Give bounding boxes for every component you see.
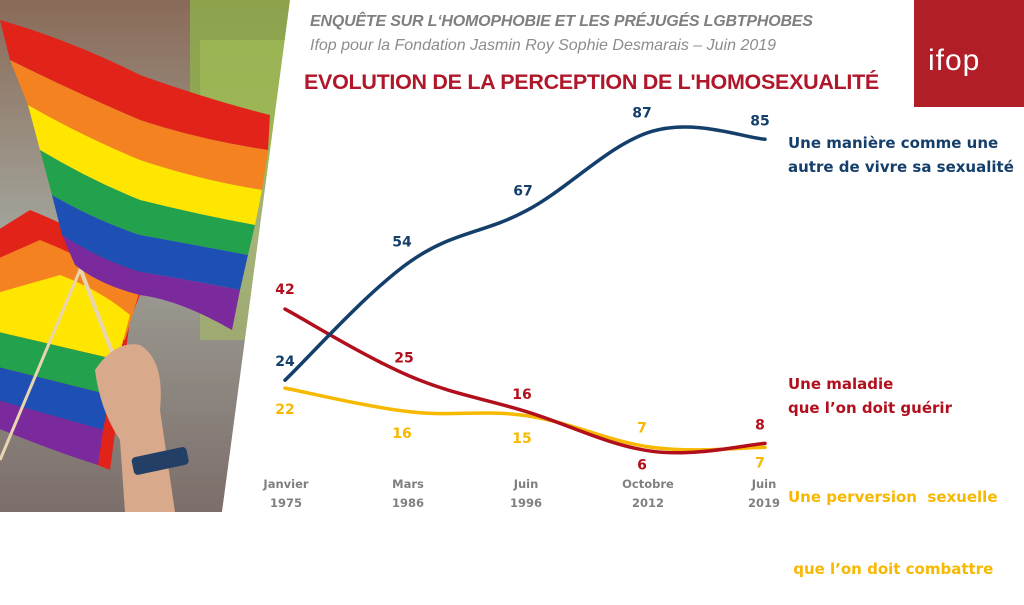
logo-text: ifop bbox=[928, 44, 981, 77]
data-label: 16 bbox=[392, 426, 411, 442]
data-label: 87 bbox=[632, 105, 651, 121]
x-tick-month: Juin bbox=[751, 477, 777, 491]
series-line-2 bbox=[283, 307, 767, 455]
x-tick-month: Octobre bbox=[622, 477, 674, 491]
legend-series-3: Une perversion sexuelle que l’on doit co… bbox=[788, 437, 998, 605]
chart-title: EVOLUTION DE LA PERCEPTION DE L'HOMOSEXU… bbox=[304, 70, 879, 94]
series-line-1 bbox=[283, 125, 767, 382]
legend-line: que l’on doit combattre bbox=[788, 560, 994, 578]
x-tick-year: 1996 bbox=[510, 496, 542, 510]
front-flag bbox=[0, 20, 270, 330]
data-label: 67 bbox=[513, 183, 532, 199]
data-label: 85 bbox=[750, 113, 769, 129]
survey-title: ENQUÊTE SUR L‘HOMOPHOBIE ET LES PRÉJUGÉS… bbox=[310, 13, 813, 30]
data-label: 8 bbox=[755, 417, 765, 433]
data-label: 24 bbox=[275, 354, 295, 370]
legend-line: autre de vivre sa sexualité bbox=[788, 158, 1014, 176]
legend-line: Une perversion sexuelle bbox=[788, 488, 998, 506]
data-label: 54 bbox=[392, 235, 412, 251]
rainbow-flags-photo bbox=[0, 0, 290, 512]
x-tick-year: 2012 bbox=[632, 496, 664, 510]
data-label: 15 bbox=[512, 431, 531, 447]
series-line-3 bbox=[283, 386, 767, 452]
data-label: 7 bbox=[637, 420, 647, 436]
data-label: 42 bbox=[275, 282, 294, 298]
line-chart: 24 54 67 87 85 42 25 16 6 8 22 16 15 7 7 Janvier 1975 Ma… bbox=[262, 105, 780, 510]
legend-line: Une manière comme une bbox=[788, 134, 999, 152]
data-label: 16 bbox=[512, 387, 531, 403]
x-tick-month: Mars bbox=[392, 477, 424, 491]
data-label: 22 bbox=[275, 402, 294, 418]
x-tick-year: 1975 bbox=[270, 496, 302, 510]
ifop-logo: ifop bbox=[914, 0, 1024, 107]
legend-line: que l’on doit guérir bbox=[788, 399, 952, 417]
legend-line: Une maladie bbox=[788, 375, 894, 393]
legend-series-1: Une manière comme une autre de vivre sa … bbox=[788, 131, 1014, 179]
x-tick-year: 2019 bbox=[748, 496, 780, 510]
x-tick-month: Janvier bbox=[262, 477, 308, 491]
survey-source: Ifop pour la Fondation Jasmin Roy Sophie… bbox=[310, 37, 777, 54]
x-tick-month: Juin bbox=[513, 477, 539, 491]
data-label: 25 bbox=[394, 350, 413, 366]
legend-series-2: Une maladie que l’on doit guérir bbox=[788, 372, 952, 420]
data-label: 6 bbox=[637, 457, 647, 473]
data-label: 7 bbox=[755, 455, 765, 471]
x-tick-year: 1986 bbox=[392, 496, 424, 510]
